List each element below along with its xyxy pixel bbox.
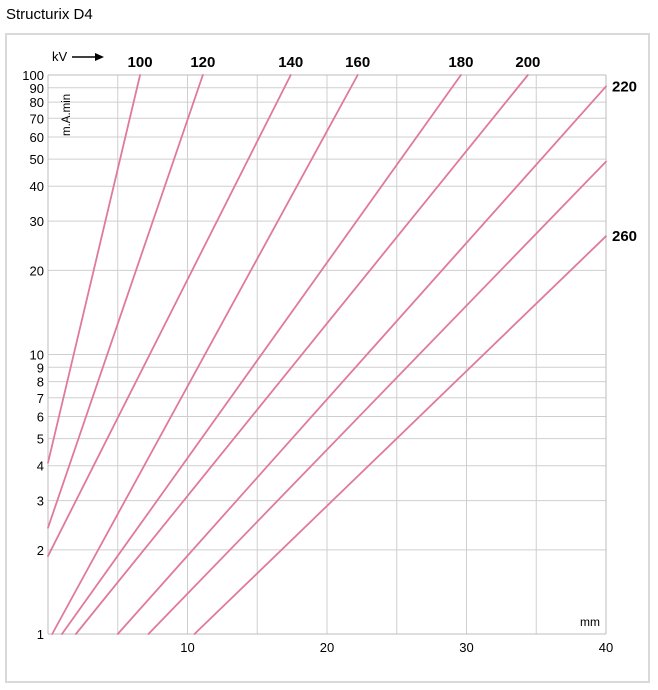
series-label: 120 [190, 54, 215, 71]
series-line [51, 74, 359, 635]
series-line [47, 74, 204, 529]
x-axis-label: mm [580, 615, 600, 629]
y-tick-label: 40 [30, 179, 44, 194]
y-tick-label: 7 [37, 391, 44, 406]
y-tick-label: 6 [37, 410, 44, 425]
series-label: 180 [448, 54, 473, 71]
arrow-head-icon [95, 53, 104, 61]
y-tick-label: 4 [37, 459, 44, 474]
y-tick-label: 10 [30, 348, 44, 363]
series-line [193, 235, 607, 635]
y-tick-label: 8 [37, 375, 44, 390]
series-line [147, 160, 607, 635]
series-arrow [72, 53, 104, 61]
x-tick-label: 40 [599, 640, 613, 655]
series-label: 100 [128, 54, 153, 71]
series-line [75, 74, 529, 635]
y-tick-label: 3 [37, 494, 44, 509]
series-label: 200 [515, 54, 540, 71]
y-axis-label: m.A.min [61, 94, 73, 136]
y-tick-label: 20 [30, 263, 44, 278]
series-label: 220 [612, 78, 637, 95]
y-tick-label: 1 [37, 627, 44, 642]
y-tick-label: 50 [30, 152, 44, 167]
y-tick-label: 90 [30, 81, 44, 96]
y-tick-label: 100 [22, 68, 44, 83]
series-layer [47, 74, 607, 635]
series-unit-label: kV [52, 49, 68, 64]
y-tick-label: 30 [30, 214, 44, 229]
series-label: 140 [278, 54, 303, 71]
y-tick-label: 9 [37, 360, 44, 375]
grid-layer [47, 74, 607, 635]
x-tick-label: 10 [180, 640, 194, 655]
y-tick-label: 2 [37, 543, 44, 558]
x-tick-label: 30 [459, 640, 473, 655]
series-label: 260 [612, 228, 637, 245]
series-line [61, 74, 462, 635]
series-label: 160 [345, 54, 370, 71]
chart-frame [5, 33, 650, 683]
y-tick-label: 80 [30, 95, 44, 110]
y-tick-label: 5 [37, 432, 44, 447]
series-line [116, 85, 607, 635]
page-title: Structurix D4 [6, 6, 93, 23]
series-line [47, 74, 141, 464]
x-tick-label: 20 [320, 640, 334, 655]
label-layer: 10 20 30 40123456789102030405060708090100mm… [22, 49, 637, 655]
y-tick-label: 60 [30, 130, 44, 145]
series-line [47, 74, 292, 557]
y-tick-label: 70 [30, 111, 44, 126]
